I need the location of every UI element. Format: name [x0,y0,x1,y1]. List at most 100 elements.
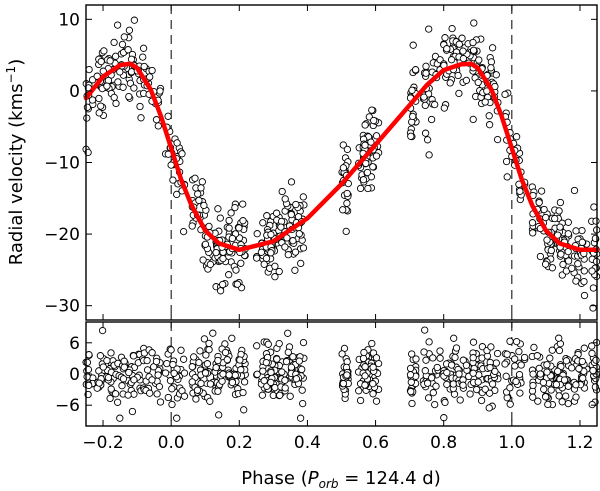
residual-point [488,380,497,388]
residual-point [477,396,486,405]
residual-point [515,370,524,379]
x-tick-label: 0.0 [158,433,185,453]
residual-point [588,400,596,409]
residual-point [276,391,284,399]
rv-point [425,25,433,33]
residual-point [456,396,464,404]
rv-point [85,65,93,74]
residual-point [369,363,377,371]
rv-point [568,264,576,272]
rv-point [110,38,118,47]
rv-point [578,226,586,235]
residual-point [225,371,233,379]
rv-point [152,116,161,124]
rv-point [529,229,537,237]
residual-point [219,370,227,378]
residual-point [372,354,381,362]
residual-point [120,363,128,371]
residual-point [156,398,165,406]
rv-point [271,273,279,281]
residual-point [361,381,369,389]
rv-point [557,250,565,258]
rv-point [191,174,199,182]
bottom-tick-marks [86,322,597,426]
residual-point [429,354,437,362]
rv-point [556,198,565,207]
rv-point [487,64,495,72]
x-tick-label: 1.0 [498,433,525,453]
rv-point [469,115,477,124]
rv-point [423,136,432,144]
residual-point [197,379,205,388]
residual-point [564,382,572,390]
rv-point [281,243,289,251]
residual-point [169,360,177,369]
rv-point [233,280,242,288]
residual-point [195,358,203,367]
residual-point [560,376,569,384]
rv-point [216,214,224,222]
residual-point [506,400,514,408]
rv-point [537,187,546,195]
residual-point [164,393,172,402]
rv-point [528,219,537,227]
residual-point [289,353,297,361]
residual-point [281,384,289,392]
residual-point [555,346,564,355]
residual-point [406,371,415,379]
residual-point [447,361,456,369]
residual-point [124,391,132,399]
rv-point [178,150,186,158]
rv-point [199,256,207,264]
residual-data-points [82,326,600,422]
residual-point [492,359,500,367]
rv-point [588,267,596,275]
top-plot-frame [85,4,598,321]
residual-point [517,361,525,369]
residual-point [564,399,572,408]
residual-point [253,370,261,378]
rv-point [342,227,350,236]
residual-point [541,393,550,401]
residual-point [214,356,222,365]
residual-point [520,353,529,362]
residual-point [103,356,111,365]
rv-point [148,66,156,75]
residual-point [111,390,120,398]
residual-point [555,392,563,400]
residual-point [295,357,303,365]
residual-point [568,364,576,372]
rv-point [485,121,494,129]
rv-point [454,71,462,80]
residual-point [188,378,196,386]
residual-point [212,363,220,372]
rv-point [119,83,127,91]
x-tick-label: 0.2 [226,433,253,453]
residual-point [188,363,196,371]
residual-point [129,352,138,360]
residual-point [168,400,176,409]
rv-point [291,266,299,274]
residual-point [98,326,107,335]
rv-point [542,213,550,222]
residual-point [152,357,161,366]
residual-point [511,362,519,370]
rv-point [339,141,347,149]
rv-point [458,34,466,42]
residual-point [143,366,152,374]
rv-point [260,260,268,268]
rv-point [140,62,148,71]
top-y-tick-labels: 10 0 −10 −20 −30 [44,10,80,316]
rv-point [239,200,247,208]
residual-point [201,369,210,377]
rv-point [343,145,352,154]
residual-point [423,379,432,387]
rv-point [427,115,436,124]
rv-point [570,186,579,195]
rv-point [421,129,430,137]
residual-point [190,353,198,361]
rv-point [359,176,368,184]
residual-point [206,380,215,388]
residual-point [361,363,369,371]
